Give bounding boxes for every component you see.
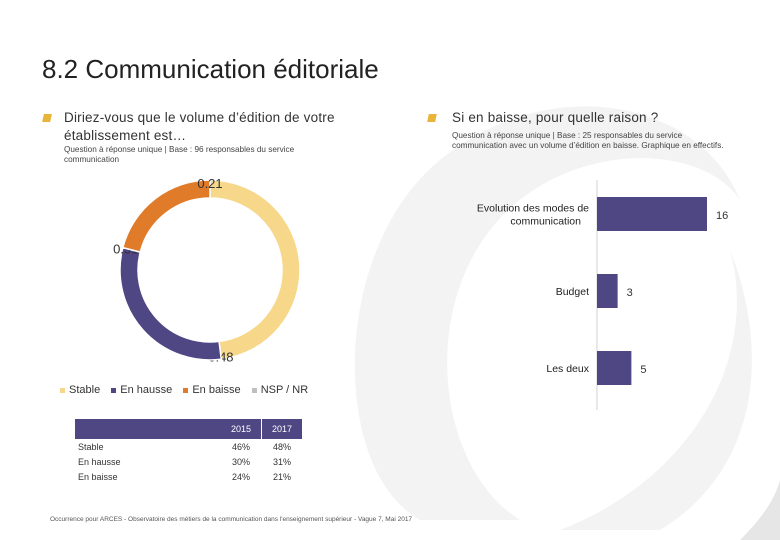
bar-value-label: 3: [627, 287, 633, 299]
donut-slice-en-hausse: [119, 246, 223, 361]
bar-category-label: Budget: [556, 286, 589, 298]
table-cell: 48%: [272, 441, 291, 452]
comparison-table: 2015 2017 Stable 46% 48% En hausse 30% 3…: [75, 419, 302, 484]
legend-marker: [183, 387, 189, 393]
legend-label: Stable: [69, 384, 101, 396]
right-question: Si en baisse, pour quelle raison ?: [452, 110, 659, 125]
bar-value-label: 16: [716, 210, 728, 222]
table-header-cell: 2017: [262, 419, 302, 439]
right-subtitle-line2: communication avec un volume d’édition e…: [452, 141, 724, 150]
footer-source: Occurrence pour ARCES - Observatoire des…: [50, 516, 413, 523]
table-header-separator: [261, 419, 262, 439]
legend-item-en-hausse: En hausse: [111, 384, 172, 396]
table-cell: 21%: [272, 471, 291, 482]
left-subtitle-line2: communication: [64, 155, 120, 164]
bar-category-label: Les deux: [546, 363, 589, 375]
left-question-line2: établissement est…: [64, 128, 187, 143]
donut-legend: Stable En hausse En baisse NSP / NR: [60, 384, 316, 396]
table-row-label: En baisse: [78, 471, 118, 482]
right-question-subtitle: Question à réponse unique | Base : 25 re…: [452, 131, 724, 151]
table-cell: 31%: [272, 456, 291, 467]
bar-budget: [597, 274, 618, 308]
left-question: Diriez-vous que le volume d’édition de v…: [64, 109, 335, 145]
left-question-subtitle: Question à réponse unique | Base : 96 re…: [64, 145, 294, 165]
left-question-bullet: [42, 114, 52, 122]
bar-value-label: 5: [640, 364, 646, 376]
table-row-label: Stable: [78, 441, 104, 452]
right-subtitle-line1: Question à réponse unique | Base : 25 re…: [452, 131, 683, 140]
legend-marker: [111, 387, 117, 393]
bar-category-label: Evolution des modes de communication: [477, 203, 589, 228]
table-header-row: 2015 2017: [75, 419, 302, 439]
legend-marker: [60, 387, 65, 393]
table-row: En hausse 30% 31%: [75, 454, 302, 469]
legend-item-stable: Stable: [60, 384, 100, 396]
bar-les-deux: [597, 351, 632, 385]
table-cell: 24%: [231, 471, 250, 482]
table-row: En baisse 24% 21%: [75, 469, 302, 484]
bar-chart: 16 Evolution des modes de communication 3 Bu…: [477, 180, 728, 410]
left-question-line1: Diriez-vous que le volume d’édition de v…: [64, 110, 335, 125]
legend-label: NSP / NR: [260, 384, 309, 396]
table-row: Stable 46% 48%: [75, 439, 302, 454]
legend-label: En hausse: [120, 384, 173, 396]
donut-slice-en-baisse: [121, 179, 211, 254]
left-subtitle-line1: Question à réponse unique | Base : 96 re…: [64, 145, 295, 154]
bar-evolution-des-modes-de-communication: [597, 197, 707, 231]
legend-item-en-baisse: En baisse: [183, 384, 241, 396]
table-cell: 30%: [231, 456, 250, 467]
donut-slice-stable: [209, 179, 301, 361]
legend-label: En baisse: [192, 384, 241, 396]
table-header-cell: 2015: [221, 419, 261, 439]
table-cell: 46%: [231, 441, 250, 452]
legend-marker: [251, 387, 257, 393]
donut-chart: 0.480.310.21: [113, 176, 301, 364]
donut-data-label: 0.21: [197, 176, 222, 191]
right-question-bullet: [427, 114, 437, 122]
legend-item-nsp-nr: NSP / NR: [251, 384, 309, 396]
table-header-blank: [75, 419, 221, 439]
table-row-label: En hausse: [78, 456, 121, 467]
page-title: 8.2 Communication éditoriale: [42, 54, 379, 84]
